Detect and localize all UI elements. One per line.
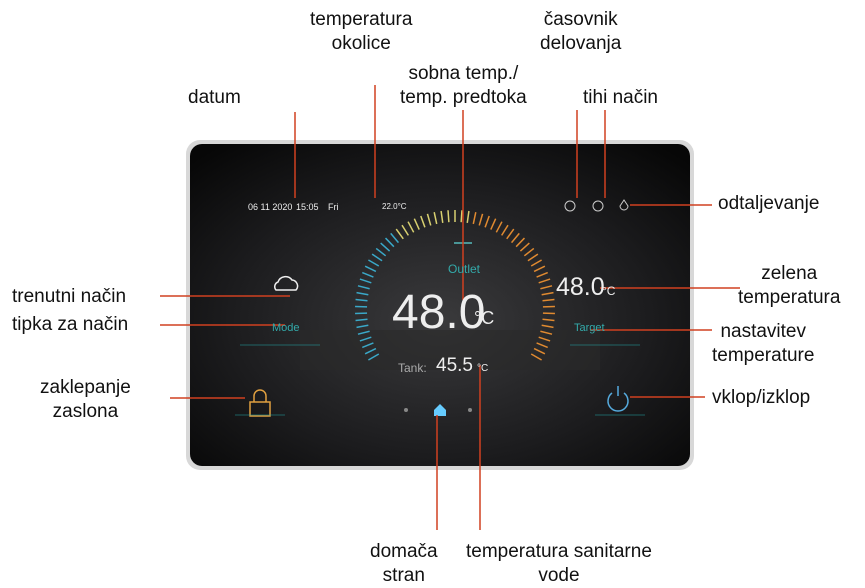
tank-label: Tank: [398,361,427,375]
target-label[interactable]: Target [574,322,605,334]
callout: trenutni način [12,285,126,309]
gauge-tick [461,210,462,222]
outlet-label: Outlet [448,262,480,276]
weekday: Fri [328,202,339,212]
callout: tipka za način [12,313,128,337]
target-value: 48.0 [556,273,605,302]
callout: vklop/izklop [712,386,810,410]
outlet-value: 48.0 [392,285,485,340]
page-dot[interactable] [468,408,472,412]
tank-unit: °C [477,363,488,374]
callout: datum [188,86,241,110]
callout-line: zaklepanje [40,376,131,400]
callout-line: stran [370,564,438,588]
callout-line: trenutni način [12,285,126,309]
target-unit: °C [602,284,615,298]
outlet-unit: °C [474,308,494,329]
time: 15:05 [296,202,319,212]
callout-line: tihi način [583,86,658,110]
callout-line: temperature [712,344,814,368]
callout-line: temp. predtoka [400,86,527,110]
page-dot[interactable] [404,408,408,412]
mode-label[interactable]: Mode [272,322,300,334]
callout-line: zelena [738,262,840,286]
callout: odtaljevanje [718,192,819,216]
callout: tihi način [583,86,658,110]
ambient-temp: 22.0°C [382,202,407,211]
callout: sobna temp./temp. predtoka [400,62,527,110]
callout-line: temperatura sanitarne [466,540,652,564]
callout-line: vklop/izklop [712,386,810,410]
date: 06 11 2020 [248,202,292,212]
tank-value: 45.5 [436,355,473,377]
callout-line: nastavitev [712,320,814,344]
callout-line: delovanja [540,32,621,56]
callout-line: zaslona [40,400,131,424]
callout-line: sobna temp./ [400,62,527,86]
callout-line: datum [188,86,241,110]
callout-line: vode [466,564,652,588]
callout-line: časovnik [540,8,621,32]
callout-line: odtaljevanje [718,192,819,216]
page: 06 11 2020 15:05 Fri 22.0°C Outlet 48.0 … [0,0,865,583]
callout-line: domača [370,540,438,564]
callout-line: tipka za način [12,313,128,337]
gauge-tick [448,210,449,222]
callout-line: okolice [310,32,412,56]
callout-line: temperatura [310,8,412,32]
callout-line: temperatura [738,286,840,310]
